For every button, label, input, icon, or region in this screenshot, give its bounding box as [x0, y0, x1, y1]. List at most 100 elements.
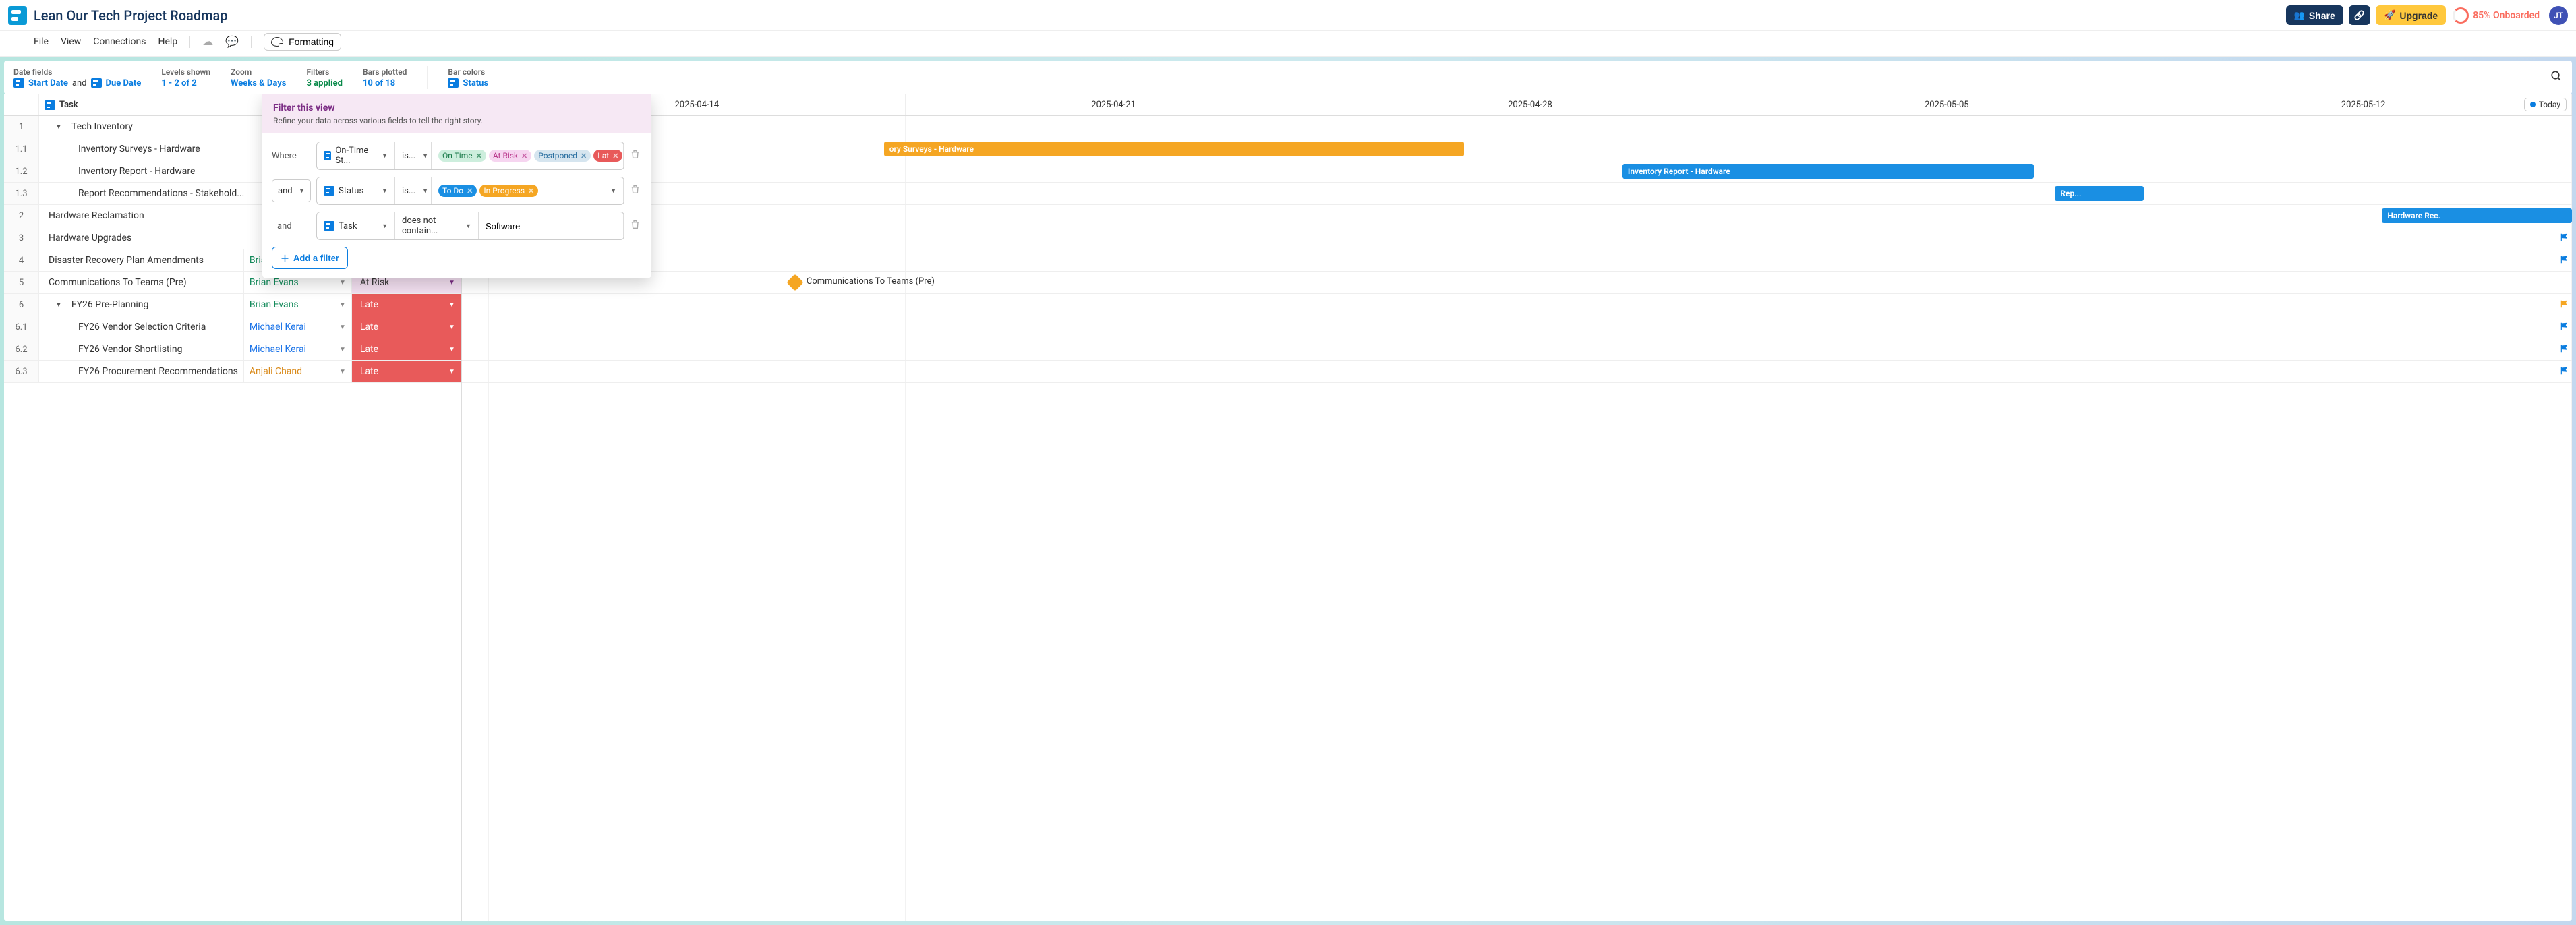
timeline-row[interactable]: ory Surveys - Hardware — [462, 138, 2572, 160]
timeline-row[interactable] — [462, 249, 2572, 272]
add-filter-button[interactable]: ＋ Add a filter — [272, 247, 348, 269]
assignee-cell[interactable]: Michael Kerai▼ — [244, 316, 352, 338]
timeline-row[interactable]: Inventory Report - Hardware — [462, 160, 2572, 183]
remove-pill-icon[interactable]: ✕ — [521, 152, 527, 160]
timeline-date-header[interactable]: 2025-04-21 — [906, 94, 1322, 115]
table-row[interactable]: 6.3FY26 Procurement RecommendationsAnjal… — [4, 361, 461, 383]
remove-pill-icon[interactable]: ✕ — [476, 152, 482, 160]
overflow-flag-icon[interactable] — [2560, 299, 2569, 309]
timeline-row[interactable]: Hardware Rec. — [462, 205, 2572, 227]
table-row[interactable]: 6▼FY26 Pre-PlanningBrian Evans▼Late▼ — [4, 294, 461, 316]
upgrade-button[interactable]: 🚀 Upgrade — [2376, 5, 2446, 25]
menu-help[interactable]: Help — [158, 36, 178, 47]
remove-pill-icon[interactable]: ✕ — [467, 187, 473, 196]
overflow-flag-icon[interactable] — [2560, 322, 2569, 331]
gantt-bar[interactable]: Rep... — [2055, 186, 2143, 201]
gantt-bar[interactable]: ory Surveys - Hardware — [884, 142, 1465, 156]
status-cell[interactable]: Late▼ — [352, 361, 461, 382]
status-cell[interactable]: Late▼ — [352, 338, 461, 360]
onboarded-ring-icon[interactable] — [2453, 7, 2469, 24]
avatar[interactable]: JT — [2549, 6, 2568, 25]
gantt-bar[interactable]: Inventory Report - Hardware — [1622, 164, 2034, 179]
menu-connections[interactable]: Connections — [93, 36, 146, 47]
task-cell[interactable]: FY26 Vendor Shortlisting — [39, 338, 244, 360]
share-button[interactable]: Share — [2286, 5, 2343, 25]
table-row[interactable]: 6.2FY26 Vendor ShortlistingMichael Kerai… — [4, 338, 461, 361]
formatting-button[interactable]: Formatting — [264, 33, 341, 51]
remove-pill-icon[interactable]: ✕ — [528, 187, 534, 196]
row-number: 6 — [4, 294, 39, 316]
config-strip-wrap: Date fields Start Date and Due Date Leve… — [0, 57, 2576, 94]
config-zoom-label: Zoom — [231, 67, 286, 77]
remove-pill-icon[interactable]: ✕ — [581, 152, 587, 160]
filter-value-pill[interactable]: At Risk✕ — [489, 150, 531, 162]
task-cell[interactable]: ▼FY26 Pre-Planning — [39, 294, 244, 316]
filter-text-input-3[interactable] — [486, 221, 616, 231]
timeline-date-header[interactable]: 2025-04-28 — [1322, 94, 1739, 115]
cloud-icon[interactable]: ☁ — [202, 35, 213, 48]
task-cell[interactable]: Disaster Recovery Plan Amendments — [39, 249, 244, 271]
status-cell[interactable]: Late▼ — [352, 316, 461, 338]
timeline-row[interactable] — [462, 227, 2572, 249]
timeline-row[interactable]: Rep... — [462, 183, 2572, 205]
assignee-cell[interactable]: Michael Kerai▼ — [244, 338, 352, 360]
search-icon[interactable] — [2550, 70, 2563, 86]
filter-value-pill[interactable]: Lat✕ — [593, 150, 622, 162]
timeline-row[interactable] — [462, 338, 2572, 361]
filter-op-select-2[interactable]: is... ▼ — [395, 177, 432, 204]
app-logo[interactable] — [8, 6, 27, 25]
filter-field-select-3[interactable]: Task ▼ — [317, 212, 395, 239]
timeline-date-header[interactable]: 2025-05-05 — [1738, 94, 2155, 115]
task-cell[interactable]: FY26 Procurement Recommendations — [39, 361, 244, 382]
delete-filter-2[interactable] — [630, 184, 642, 198]
timeline-row[interactable] — [462, 316, 2572, 338]
task-cell[interactable]: FY26 Vendor Selection Criteria — [39, 316, 244, 338]
status-cell[interactable]: Late▼ — [352, 294, 461, 316]
timeline-row[interactable] — [462, 294, 2572, 316]
config-filters[interactable]: Filters 3 applied — [306, 67, 343, 88]
menu-file[interactable]: File — [34, 36, 49, 47]
timeline-date-header[interactable]: 2025-05-12 — [2155, 94, 2572, 115]
overflow-flag-icon[interactable] — [2560, 344, 2569, 353]
config-zoom[interactable]: Zoom Weeks & Days — [231, 67, 286, 88]
timeline-row[interactable] — [462, 116, 2572, 138]
menu-view[interactable]: View — [61, 36, 81, 47]
task-cell[interactable]: Communications To Teams (Pre) — [39, 272, 244, 293]
filter-field-select-1[interactable]: On-Time St... ▼ — [317, 142, 395, 169]
filter-op-select-1[interactable]: is... ▼ — [395, 142, 432, 169]
milestone-icon[interactable] — [786, 274, 803, 291]
today-button[interactable]: Today — [2524, 98, 2567, 111]
filter-value-pill[interactable]: In Progress✕ — [479, 185, 538, 197]
filter-op-select-3[interactable]: does not contain... ▼ — [395, 212, 479, 239]
overflow-flag-icon[interactable] — [2560, 233, 2569, 242]
filter-value-pill[interactable]: Postponed✕ — [534, 150, 591, 162]
config-levels[interactable]: Levels shown 1 - 2 of 2 — [161, 67, 210, 88]
remove-pill-icon[interactable]: ✕ — [612, 152, 618, 160]
delete-filter-1[interactable] — [630, 149, 642, 162]
expand-icon[interactable]: ▼ — [55, 123, 62, 131]
overflow-flag-icon[interactable] — [2560, 366, 2569, 376]
filter-values-3[interactable] — [479, 212, 624, 239]
filter-value-pill[interactable]: To Do✕ — [438, 185, 477, 197]
comments-icon[interactable]: 💬 — [225, 35, 239, 48]
onboarded-text[interactable]: 85% Onboarded — [2473, 10, 2540, 21]
config-bar-colors[interactable]: Bar colors Status — [448, 67, 488, 88]
delete-filter-3[interactable] — [630, 219, 642, 233]
filter-field-select-2[interactable]: Status ▼ — [317, 177, 395, 204]
config-date-fields[interactable]: Date fields Start Date and Due Date — [13, 67, 141, 88]
filter-values-1[interactable]: On Time✕At Risk✕Postponed✕Lat✕▼ — [432, 142, 624, 169]
timeline-row[interactable]: Communications To Teams (Pre) — [462, 272, 2572, 294]
copy-link-button[interactable] — [2349, 5, 2370, 25]
filter-connector-2[interactable]: and ▼ — [272, 179, 311, 202]
expand-icon[interactable]: ▼ — [55, 301, 62, 309]
filter-values-2[interactable]: To Do✕In Progress✕▼ — [432, 177, 624, 204]
timeline-body[interactable]: ory Surveys - Hardware Inventory Report -… — [462, 116, 2572, 921]
timeline-row[interactable] — [462, 361, 2572, 383]
assignee-cell[interactable]: Anjali Chand▼ — [244, 361, 352, 382]
table-row[interactable]: 6.1FY26 Vendor Selection CriteriaMichael… — [4, 316, 461, 338]
gantt-bar[interactable]: Hardware Rec. — [2382, 208, 2572, 223]
config-bars[interactable]: Bars plotted 10 of 18 — [363, 67, 407, 88]
assignee-cell[interactable]: Brian Evans▼ — [244, 294, 352, 316]
filter-value-pill[interactable]: On Time✕ — [438, 150, 486, 162]
overflow-flag-icon[interactable] — [2560, 255, 2569, 264]
